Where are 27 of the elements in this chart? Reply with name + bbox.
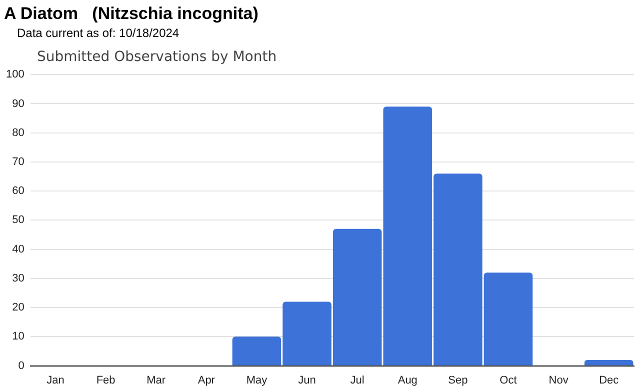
y-tick-label: 50 — [12, 214, 24, 226]
y-tick-label: 0 — [18, 360, 24, 372]
text: Submitted Observations by Month — [37, 49, 277, 65]
x-tick-label: Oct — [500, 374, 517, 386]
y-tick-label: 20 — [12, 302, 24, 314]
chart-title: A Diatom (Nitzschia incognita) — [4, 4, 258, 24]
y-tick-label: 60 — [12, 185, 24, 198]
y-tick-label: 10 — [12, 330, 24, 343]
y-tick-label: 100 — [6, 68, 24, 81]
y-tick-label: 80 — [12, 126, 24, 139]
x-tick-label: Mar — [146, 374, 166, 386]
chart-subtitle: Data current as of: 10/18/2024 — [17, 26, 180, 40]
x-tick-label: Feb — [96, 374, 116, 386]
x-tick-label: Jul — [350, 374, 364, 386]
x-tick-label: May — [246, 374, 268, 386]
x-tick-label: Aug — [398, 374, 418, 386]
y-tick-label: 90 — [12, 98, 24, 110]
y-tick-label: 30 — [12, 272, 24, 284]
x-tick-label: Jun — [298, 374, 316, 386]
y-tick-label: 40 — [12, 243, 24, 256]
x-tick-label: Apr — [198, 374, 216, 386]
bar — [584, 360, 634, 366]
x-tick-label: Dec — [599, 374, 620, 386]
x-tick-label: Nov — [548, 374, 569, 386]
y-tick-label: 70 — [12, 156, 24, 168]
x-tick-label: Jan — [46, 374, 64, 386]
x-tick-label: Sep — [448, 374, 468, 386]
